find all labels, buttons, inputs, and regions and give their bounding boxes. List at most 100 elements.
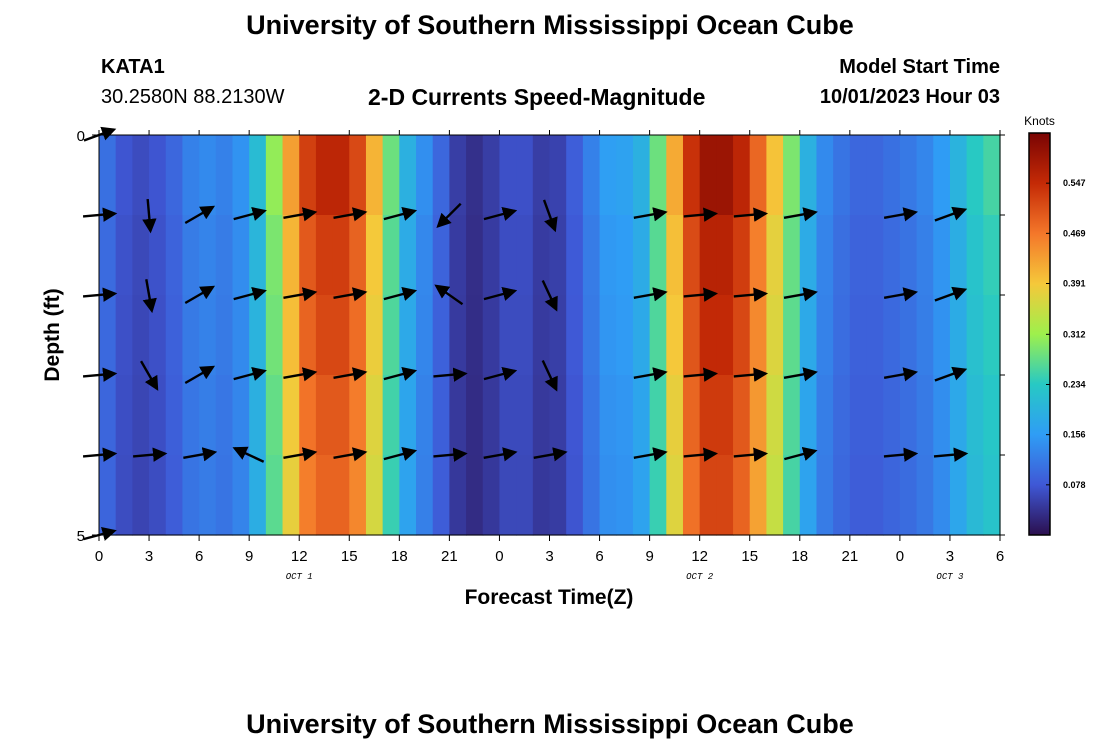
colorbar-tick-label: 0.547: [1063, 178, 1086, 188]
heatmap-cell: [899, 215, 918, 296]
heatmap-cell: [983, 215, 1001, 296]
heatmap-cell: [883, 455, 901, 536]
current-vector-arrow: [436, 202, 462, 229]
heatmap-cell: [365, 455, 384, 536]
heatmap-cell: [416, 215, 434, 296]
heatmap-cell: [132, 455, 150, 536]
current-vector-arrow: [483, 447, 518, 462]
heatmap-cell: [682, 135, 701, 216]
heatmap-cell: [849, 215, 868, 296]
heatmap-cell: [165, 215, 184, 296]
day-label: OCT 1: [286, 572, 313, 582]
heatmap-cell: [733, 215, 751, 296]
heatmap-cell: [532, 455, 551, 536]
heatmap-cell: [549, 295, 567, 376]
heatmap-cell: [232, 375, 250, 456]
current-vector-arrow: [633, 367, 668, 382]
current-vector-arrow: [934, 286, 968, 302]
heatmap-cell: [199, 295, 217, 376]
heatmap-cell: [566, 455, 584, 536]
heatmap-cell: [799, 375, 818, 456]
heatmap-cell: [816, 375, 834, 456]
heatmap-cell: [332, 295, 350, 376]
heatmap-cell: [399, 375, 417, 456]
heatmap-cell: [949, 375, 968, 456]
heatmap-cell: [883, 375, 901, 456]
heatmap-cell: [199, 135, 217, 216]
heatmap-cell: [616, 135, 634, 216]
heatmap-cell: [115, 375, 133, 456]
heatmap-cell: [532, 215, 551, 296]
heatmap-cell: [349, 215, 367, 296]
heatmap-cell: [299, 455, 317, 536]
current-vector-arrow: [733, 367, 769, 382]
current-vector-arrow: [733, 287, 769, 302]
heatmap-cell: [699, 455, 717, 536]
heatmap-cell: [849, 375, 868, 456]
colorbar: Knots 0.547 0.469 0.391 0.312 0.234 0.156 0.078: [1024, 114, 1086, 536]
current-vector-arrow: [184, 205, 216, 225]
current-vector-arrow: [383, 367, 418, 381]
heatmap-cell: [382, 135, 400, 216]
heatmap-cell: [249, 375, 267, 456]
y-tick-label: 0: [77, 128, 85, 145]
heatmap-cell: [783, 215, 801, 296]
heatmap-cell: [332, 455, 350, 536]
station-coordinates: 30.2580N 88.2130W: [101, 86, 285, 108]
heatmap-cell: [99, 135, 117, 216]
heatmap-cell: [749, 455, 768, 536]
heatmap-cell: [232, 295, 250, 376]
heatmap-cell: [849, 455, 868, 536]
colorbar-title: Knots: [1024, 114, 1055, 128]
current-vector-arrow: [883, 207, 919, 222]
heatmap-cell: [666, 215, 684, 296]
heatmap-cell: [682, 295, 701, 376]
heatmap-cell: [716, 455, 734, 536]
heatmap-cell: [566, 295, 584, 376]
heatmap-cell: [733, 455, 751, 536]
current-vector-arrow: [283, 447, 318, 462]
heatmap-cell: [499, 215, 517, 296]
heatmap-cell: [983, 135, 1001, 216]
heatmap-cell: [115, 215, 133, 296]
current-vector-arrow: [633, 287, 668, 302]
heatmap-cell: [249, 295, 267, 376]
heatmap-cell: [816, 295, 834, 376]
heatmap-cell: [933, 375, 951, 456]
heatmap-cell: [182, 215, 200, 296]
heatmap-cell: [332, 215, 350, 296]
heatmap-cell: [149, 455, 167, 536]
heatmap-cell: [499, 375, 517, 456]
heatmap-cell: [516, 455, 534, 536]
heatmap-cell: [532, 375, 551, 456]
heatmap-cell: [232, 455, 250, 536]
heatmap-cell: [516, 215, 534, 296]
heatmap-cell: [632, 375, 651, 456]
current-vector-arrow: [233, 207, 267, 221]
heatmap-cell: [582, 455, 601, 536]
heatmap-cell: [866, 215, 884, 296]
current-vector-arrow: [383, 447, 418, 461]
heatmap-cell: [783, 135, 801, 216]
current-vector-arrow: [934, 206, 968, 222]
current-vector-arrow: [383, 287, 418, 301]
current-vector-arrow: [184, 365, 216, 385]
current-vector-arrow: [733, 447, 769, 462]
x-tick-label: 0: [495, 548, 503, 565]
heatmap-cell: [983, 375, 1001, 456]
heatmap-cell: [549, 455, 567, 536]
heatmap-cell: [449, 135, 467, 216]
heatmap-cell: [749, 135, 768, 216]
heatmap-cell: [182, 375, 200, 456]
current-vector-arrow: [283, 367, 318, 382]
heatmap-cell: [365, 375, 384, 456]
x-tick-label: 12: [291, 548, 308, 565]
current-vector-arrow: [433, 367, 468, 382]
current-vector-arrow: [783, 367, 818, 382]
heatmap-cell: [432, 375, 450, 456]
heatmap-cell: [582, 375, 601, 456]
heatmap-cell: [632, 135, 651, 216]
current-vector-arrow: [433, 447, 468, 462]
heatmap-cell: [582, 215, 601, 296]
heatmap-cell: [616, 375, 634, 456]
